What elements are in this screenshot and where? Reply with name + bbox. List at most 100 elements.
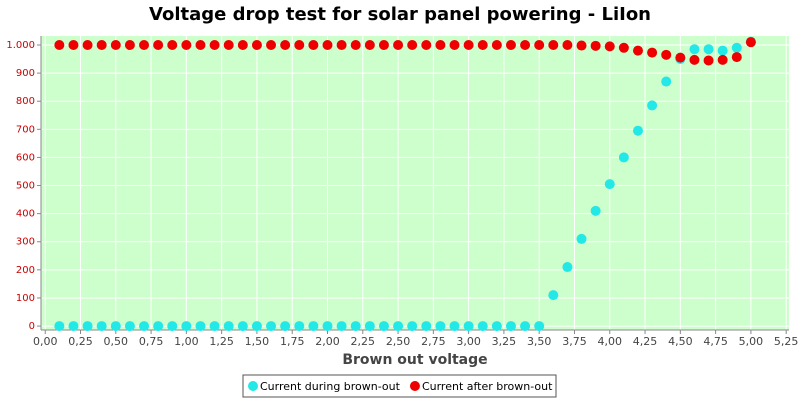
point: [393, 39, 404, 50]
y-tick-label: 300: [16, 237, 35, 248]
point: [139, 39, 150, 50]
point: [54, 321, 65, 332]
x-tick-label: 4,25: [633, 335, 658, 348]
point: [435, 321, 446, 332]
y-tick-label: 0: [29, 321, 35, 332]
point: [280, 321, 291, 332]
point: [534, 321, 545, 332]
point: [534, 39, 545, 50]
plot-area: [41, 36, 789, 330]
x-tick-label: 0,75: [139, 335, 164, 348]
y-tick-label: 500: [16, 181, 35, 192]
point: [96, 39, 107, 50]
point: [632, 45, 643, 56]
legend: [242, 374, 557, 398]
point: [237, 321, 248, 332]
point: [604, 179, 615, 190]
point: [632, 125, 643, 136]
point: [562, 39, 573, 50]
point: [463, 321, 474, 332]
point: [110, 321, 121, 332]
x-tick-label: 0,50: [104, 335, 129, 348]
y-tick-label: 700: [16, 124, 35, 135]
x-tick-label: 1,50: [245, 335, 270, 348]
point: [350, 39, 361, 50]
x-tick-label: 0,25: [68, 335, 93, 348]
point: [139, 321, 150, 332]
point: [96, 321, 107, 332]
y-tick-label: 400: [16, 209, 35, 220]
point: [308, 39, 319, 50]
point: [703, 55, 714, 66]
point: [618, 152, 629, 163]
point: [562, 262, 573, 273]
x-tick-label: 1,25: [209, 335, 234, 348]
point: [350, 321, 361, 332]
x-tick-label: 2,75: [421, 335, 446, 348]
point: [110, 39, 121, 50]
x-axis-label: Brown out voltage: [342, 352, 487, 368]
point: [153, 321, 164, 332]
point: [322, 39, 333, 50]
legend-label: Current during brown-out: [260, 380, 401, 393]
point: [703, 44, 714, 55]
point: [449, 39, 460, 50]
point: [689, 54, 700, 65]
point: [124, 39, 135, 50]
point: [153, 39, 164, 50]
point: [294, 39, 305, 50]
x-tick-label: 4,00: [598, 335, 623, 348]
point: [378, 321, 389, 332]
x-tick-label: 4,75: [703, 335, 728, 348]
chart-title: Voltage drop test for solar panel poweri…: [149, 4, 651, 25]
point: [731, 52, 742, 63]
point: [463, 39, 474, 50]
point: [477, 321, 488, 332]
point: [209, 321, 220, 332]
x-tick-label: 5,00: [739, 335, 764, 348]
y-tick-label: 600: [16, 152, 35, 163]
legend-marker: [409, 381, 420, 391]
point: [491, 39, 502, 50]
point: [195, 39, 206, 50]
point: [407, 39, 418, 50]
point: [251, 39, 262, 50]
point: [717, 54, 728, 65]
point: [618, 42, 629, 53]
y-tick-label: 100: [16, 293, 35, 304]
point: [520, 321, 531, 332]
point: [167, 39, 178, 50]
point: [661, 76, 672, 87]
point: [181, 321, 192, 332]
x-tick-label: 2,00: [315, 335, 340, 348]
point: [647, 100, 658, 111]
point: [124, 321, 135, 332]
x-tick-label: 2,50: [386, 335, 411, 348]
point: [308, 321, 319, 332]
point: [195, 321, 206, 332]
point: [336, 321, 347, 332]
x-tick-label: 4,50: [668, 335, 693, 348]
x-tick-label: 1,00: [174, 335, 199, 348]
point: [82, 321, 93, 332]
x-tick-label: 3,75: [562, 335, 587, 348]
point: [717, 45, 728, 56]
point: [181, 39, 192, 50]
point: [294, 321, 305, 332]
point: [449, 321, 460, 332]
point: [54, 39, 65, 50]
point: [661, 49, 672, 60]
point: [576, 233, 587, 244]
point: [576, 40, 587, 51]
point: [421, 321, 432, 332]
legend-marker: [248, 381, 258, 391]
point: [505, 321, 516, 332]
point: [548, 39, 559, 50]
point: [68, 39, 79, 50]
point: [251, 321, 262, 332]
legend-label: Current after brown-out: [422, 380, 553, 393]
point: [266, 321, 277, 332]
point: [364, 39, 375, 50]
x-tick-label: 3,00: [456, 335, 481, 348]
y-tick-label: 800: [16, 96, 35, 107]
